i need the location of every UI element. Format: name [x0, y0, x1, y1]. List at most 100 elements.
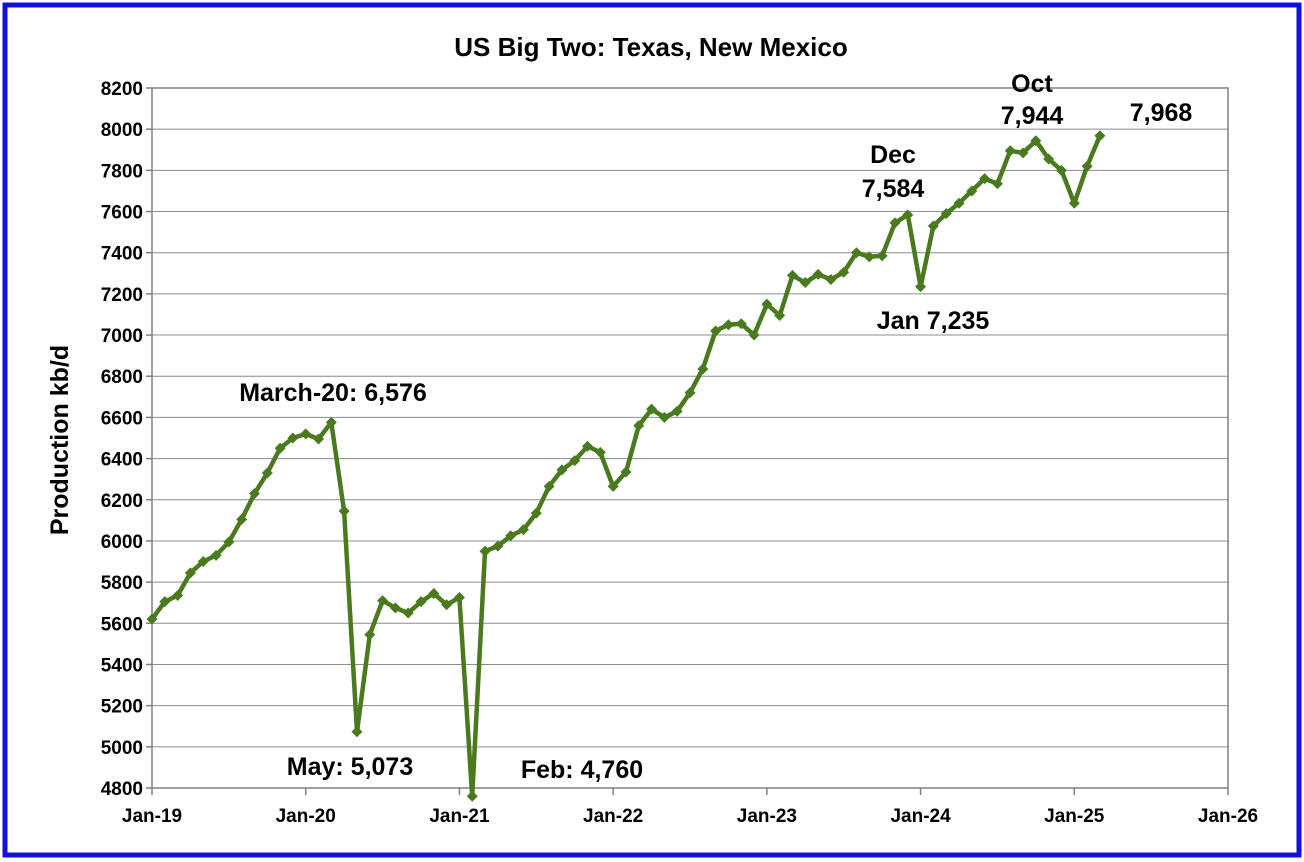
data-point-marker: [197, 556, 209, 568]
data-point-marker: [607, 480, 619, 492]
data-point-marker: [274, 442, 286, 454]
y-axis: 4800 5000 5200 5400 5600 5800 6000 6200 6400 6600…: [101, 79, 152, 800]
annotation-feb: Feb: 4,760: [521, 756, 643, 784]
y-tick-label: 5200: [101, 697, 143, 718]
data-point-marker: [351, 726, 363, 738]
data-point-marker: [184, 567, 196, 579]
data-point-marker: [261, 467, 273, 479]
chart-title: US Big Two: Texas, New Mexico: [454, 32, 847, 62]
data-point-marker: [1043, 153, 1055, 165]
data-point-marker: [402, 607, 414, 619]
y-tick-label: 5400: [101, 655, 143, 676]
data-point-marker: [1094, 130, 1106, 142]
data-point-marker: [146, 613, 158, 625]
data-point-marker: [415, 596, 427, 608]
data-point-marker: [953, 197, 965, 209]
x-tick-label: Jan-19: [122, 806, 182, 827]
y-tick-label: 6800: [101, 367, 143, 388]
data-points: [146, 130, 1106, 802]
y-tick-label: 5600: [101, 614, 143, 635]
data-point-marker: [287, 432, 299, 444]
data-point-marker: [594, 446, 606, 458]
data-point-marker: [1004, 145, 1016, 157]
data-point-marker: [979, 173, 991, 185]
data-point-marker: [774, 310, 786, 321]
data-point-marker: [710, 325, 722, 337]
y-tick-label: 7200: [101, 285, 143, 306]
data-point-marker: [1081, 160, 1093, 172]
data-point-marker: [453, 592, 465, 604]
data-point-marker: [492, 540, 504, 552]
y-tick-label: 7600: [101, 203, 143, 224]
annotation-oct-value: 7,944: [1001, 102, 1064, 130]
data-point-marker: [377, 595, 389, 607]
y-tick-label: 5800: [101, 573, 143, 594]
data-point-marker: [479, 545, 491, 557]
data-point-marker: [1030, 135, 1042, 147]
x-axis: Jan-19 Jan-20 Jan-21 Jan-22 Jan-23 Jan-24 Jan-…: [122, 788, 1258, 827]
data-point-marker: [505, 530, 517, 542]
annotation-oct-label: Oct: [1011, 70, 1053, 98]
data-point-marker: [236, 513, 248, 525]
plot-area: [151, 87, 1229, 789]
annotation-march-20: March-20: 6,576: [239, 379, 427, 407]
data-point-marker: [633, 420, 645, 432]
data-point-marker: [543, 480, 555, 492]
y-tick-label: 5000: [101, 738, 143, 759]
data-point-marker: [556, 464, 568, 476]
y-tick-label: 8000: [101, 120, 143, 141]
x-tick-label: Jan-20: [276, 806, 336, 827]
data-point-marker: [466, 790, 478, 802]
data-point-marker: [915, 281, 927, 293]
x-tick-label: Jan-21: [429, 806, 490, 827]
annotation-may: May: 5,073: [287, 753, 413, 781]
data-point-marker: [1017, 147, 1029, 159]
gridlines: [152, 128, 1228, 748]
y-tick-label: 7400: [101, 244, 143, 265]
data-point-marker: [876, 250, 888, 262]
x-tick-label: Jan-22: [583, 806, 643, 827]
data-point-marker: [210, 549, 222, 561]
data-point-marker: [313, 433, 325, 445]
data-point-marker: [748, 329, 760, 341]
y-tick-label: 6000: [101, 532, 143, 553]
data-point-marker: [761, 298, 773, 310]
data-point-marker: [428, 587, 440, 599]
annotation-latest: 7,968: [1130, 99, 1193, 127]
data-point-marker: [620, 466, 632, 478]
x-tick-label: Jan-24: [890, 806, 951, 827]
data-point-marker: [697, 363, 709, 375]
y-tick-label: 6400: [101, 450, 143, 471]
data-point-marker: [364, 629, 376, 641]
data-point-marker: [569, 455, 581, 467]
y-tick-label: 4800: [101, 779, 143, 800]
data-point-marker: [966, 185, 978, 197]
data-point-marker: [991, 178, 1003, 190]
data-point-marker: [812, 268, 824, 280]
annotation-jan: Jan 7,235: [877, 307, 990, 335]
data-point-marker: [1055, 164, 1067, 176]
data-point-marker: [838, 266, 850, 278]
data-point-marker: [325, 416, 337, 428]
data-point-marker: [825, 273, 837, 285]
x-tick-label: Jan-26: [1198, 806, 1258, 827]
y-axis-label: Production kb/d: [46, 345, 74, 535]
data-point-marker: [300, 428, 312, 440]
data-point-marker: [646, 403, 658, 415]
data-point-marker: [1068, 197, 1080, 209]
x-tick-label: Jan-25: [1044, 806, 1105, 827]
data-point-marker: [248, 488, 260, 500]
data-point-marker: [658, 411, 670, 423]
data-point-marker: [722, 319, 734, 331]
data-point-marker: [389, 602, 401, 614]
x-tick-label: Jan-23: [737, 806, 797, 827]
data-point-marker: [338, 505, 350, 517]
y-tick-label: 7000: [101, 326, 143, 347]
y-tick-label: 6600: [101, 408, 143, 429]
data-point-marker: [172, 590, 184, 601]
data-point-marker: [799, 277, 811, 289]
data-point-marker: [902, 209, 914, 221]
